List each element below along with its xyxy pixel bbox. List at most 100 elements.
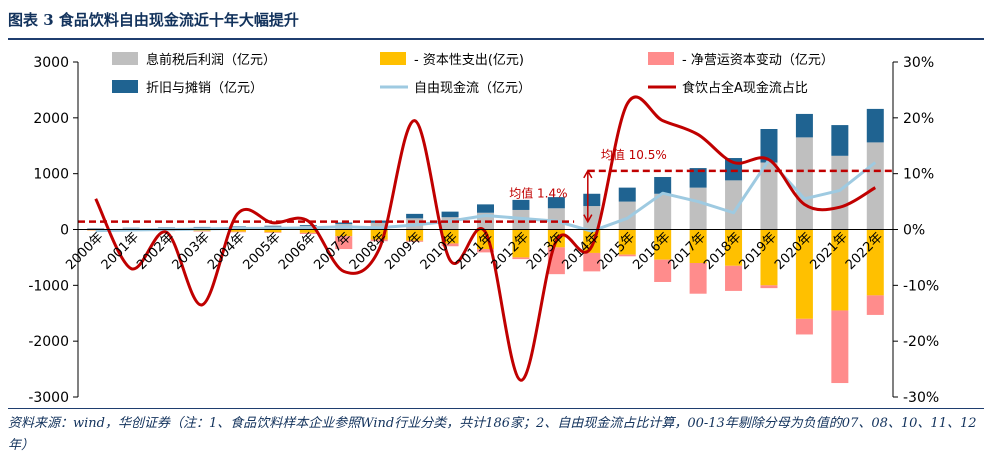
x-tick-label: 2010年 — [418, 230, 461, 273]
title-rule — [8, 38, 984, 40]
bar-depreciation — [335, 222, 353, 224]
bar-profit — [87, 228, 105, 230]
bar-capex — [689, 229, 707, 263]
x-tick-label: 2005年 — [241, 230, 284, 273]
legend-swatch — [112, 52, 138, 65]
x-tick-label: 2006年 — [276, 230, 319, 273]
legend-label: - 净营运资本变动（亿元） — [682, 52, 834, 68]
x-tick-label: 2009年 — [382, 230, 425, 273]
bar-depreciation — [299, 225, 317, 226]
y2-tick-label: 10% — [903, 167, 934, 183]
bar-working-capital — [512, 257, 530, 260]
x-tick-label: 2007年 — [311, 230, 354, 273]
line-free-cash-flow — [95, 158, 877, 233]
y2-tick-label: 30% — [903, 55, 934, 71]
bar-profit — [654, 193, 672, 230]
bar-working-capital — [370, 239, 388, 242]
bar-depreciation — [583, 193, 601, 207]
bar-working-capital — [477, 249, 494, 253]
bar-capex — [725, 229, 743, 266]
bar-working-capital — [831, 310, 849, 384]
y2-tick-label: 0% — [903, 223, 925, 239]
bar-depreciation — [406, 213, 424, 219]
figure-title: 图表 3 食品饮料自由现金流近十年大幅提升 — [8, 11, 299, 29]
bar-capex — [264, 229, 282, 233]
y2-tick-label: -10% — [903, 278, 939, 294]
legend-swatch — [380, 52, 406, 65]
bar-depreciation — [760, 129, 778, 163]
bar-capex — [618, 229, 636, 255]
bar-depreciation — [477, 204, 494, 213]
y2-tick-label: -20% — [903, 334, 939, 350]
bar-profit — [618, 201, 636, 230]
y-tick-label: 0 — [60, 223, 69, 239]
bar-working-capital — [583, 252, 601, 272]
bar-capex — [370, 229, 388, 240]
x-tick-label: 2001年 — [99, 230, 142, 273]
y2-tick-label: 20% — [903, 111, 934, 127]
legend-label: 自由现金流（亿元） — [414, 80, 531, 96]
bar-profit — [547, 208, 565, 230]
bar-profit — [370, 222, 388, 230]
bar-depreciation — [831, 125, 849, 156]
y2-tick-label: -30% — [903, 390, 939, 406]
bar-capex — [795, 229, 813, 319]
bar-working-capital — [618, 254, 636, 257]
legend-label: 折旧与摊销（亿元） — [146, 81, 263, 96]
bar-working-capital — [406, 240, 424, 242]
bar-capex — [228, 229, 246, 232]
line-share-of-market — [94, 95, 877, 382]
bar-capex — [831, 229, 849, 311]
bar-working-capital — [795, 318, 813, 335]
bar-depreciation — [654, 177, 672, 194]
source-note: 资料来源：wind，华创证券（注：1、食品饮料样本企业参照Wind行业分类，共计… — [8, 416, 977, 453]
bar-depreciation — [689, 168, 707, 188]
mean-arrow-head-down — [583, 214, 593, 224]
bar-working-capital — [866, 295, 884, 315]
footer-rule — [8, 408, 984, 409]
bar-capex — [441, 229, 459, 244]
bar-profit — [831, 155, 849, 230]
bar-capex — [335, 229, 353, 237]
mean-label-late: 均值 10.5% — [601, 147, 667, 162]
x-tick-label: 2000年 — [63, 230, 106, 273]
bar-working-capital — [689, 263, 707, 294]
bar-profit — [689, 187, 707, 230]
bar-profit — [725, 180, 743, 230]
y-tick-label: -1000 — [28, 278, 69, 294]
bar-capex — [406, 229, 424, 241]
bar-profit — [795, 137, 813, 230]
y-tick-label: -3000 — [28, 390, 69, 406]
bar-working-capital — [228, 231, 246, 233]
bar-capex — [299, 229, 317, 233]
y-tick-label: 1000 — [33, 167, 69, 183]
bar-capex — [866, 229, 884, 296]
legend-swatch — [648, 52, 674, 65]
legend-label: - 资本性支出(亿元) — [414, 53, 524, 68]
y-tick-label: -2000 — [28, 334, 69, 350]
bar-capex — [654, 229, 672, 260]
bar-depreciation — [512, 199, 530, 210]
figure-header: 图表 3 食品饮料自由现金流近十年大幅提升 — [0, 0, 992, 40]
bar-depreciation — [618, 187, 636, 202]
mean-arrow-head-up — [583, 169, 593, 179]
bar-depreciation — [795, 113, 813, 138]
legend-label: 食饮占全A现金流占比 — [682, 80, 808, 96]
y-tick-label: 3000 — [33, 55, 69, 71]
bar-depreciation — [264, 225, 282, 227]
legend-label: 息前税后利润（亿元） — [146, 52, 276, 68]
bar-working-capital — [299, 232, 317, 234]
bar-working-capital — [725, 265, 743, 291]
y-tick-label: 2000 — [33, 111, 69, 127]
bar-working-capital — [264, 232, 282, 233]
bar-depreciation — [866, 108, 884, 143]
bar-capex — [512, 229, 530, 258]
bar-working-capital — [760, 285, 778, 289]
bar-capex — [760, 229, 778, 286]
bar-depreciation — [547, 197, 565, 209]
bar-working-capital — [654, 259, 672, 282]
bar-profit — [866, 142, 884, 230]
bar-depreciation — [228, 226, 246, 227]
legend-swatch — [112, 80, 138, 93]
